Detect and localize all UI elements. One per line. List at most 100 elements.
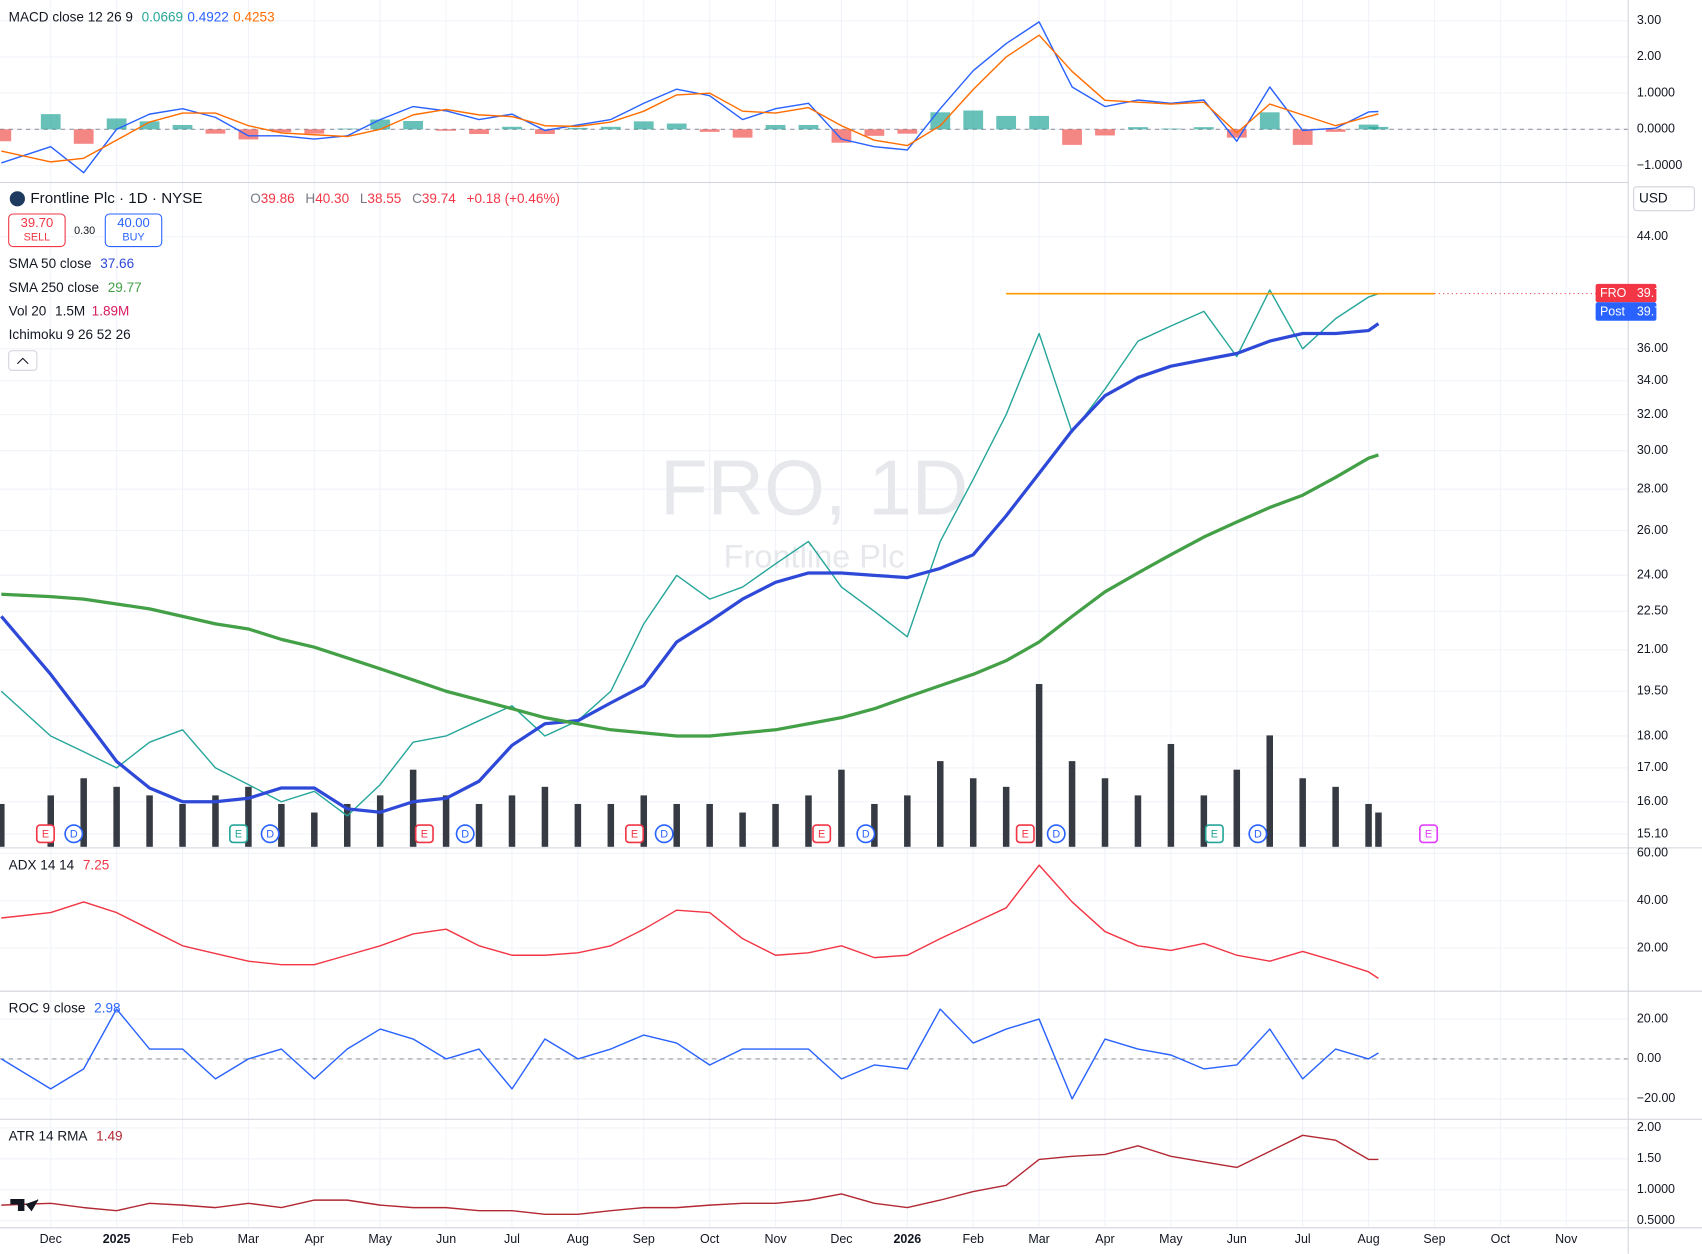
volume-bar — [475, 803, 483, 847]
sell-button[interactable] — [8, 213, 66, 248]
legend-value: 0.0669 — [142, 9, 183, 24]
y-tick-label: 0.00 — [1637, 1051, 1661, 1065]
histogram-bar — [0, 129, 12, 142]
volume-bar — [1101, 778, 1109, 847]
volume-bar — [1299, 778, 1306, 847]
y-tick-label: −20.00 — [1637, 1091, 1676, 1105]
legend-entry: SMA 250 close 29.77 — [9, 279, 142, 294]
volume-bar — [1375, 812, 1382, 847]
y-tick-label: 1.0000 — [1637, 85, 1675, 99]
volume-bar — [838, 769, 845, 847]
collapse-button[interactable] — [8, 350, 38, 371]
legend-value: 0.4253 — [233, 9, 274, 24]
event-label: D — [660, 829, 668, 841]
symbol-logo — [9, 191, 25, 207]
histogram-bar — [1325, 129, 1346, 132]
x-tick-label: Dec — [830, 1232, 852, 1246]
legend-value: 1.49 — [96, 1128, 122, 1143]
event-marker — [455, 824, 475, 844]
volume-bar — [0, 803, 5, 847]
histogram-bar — [469, 129, 489, 135]
event-label: E — [1022, 829, 1029, 841]
post-tag-name: Post — [1600, 304, 1625, 318]
pane-legend: ROC 9 close 2.98 — [9, 1000, 121, 1015]
ohlc-value: 39.86 — [261, 190, 295, 205]
watermark: FRO, 1D — [660, 444, 968, 532]
x-tick-label: Jun — [1227, 1232, 1247, 1246]
x-tick-label: Feb — [962, 1232, 984, 1246]
legend-name: SMA 250 close — [9, 279, 99, 294]
histogram-bar — [1062, 129, 1082, 145]
x-tick-label: Oct — [700, 1232, 720, 1246]
sell-label: SELL — [24, 232, 51, 244]
ohlc-label: C — [412, 190, 422, 205]
event-marker — [812, 824, 832, 844]
volume-bar — [1365, 803, 1372, 847]
series-line — [1, 1134, 1379, 1216]
pane-legend: MACD close 12 26 9 0.0669 0.4922 0.4253 — [9, 9, 275, 24]
histogram-bar — [1161, 128, 1181, 130]
y-tick-label: −1.0000 — [1637, 158, 1682, 172]
buy-button[interactable] — [104, 213, 163, 248]
y-tick-label: 2.00 — [1637, 49, 1661, 63]
y-tick-label: 15.10 — [1637, 826, 1668, 840]
ichimoku-legend: Ichimoku 9 26 52 26 — [9, 327, 131, 342]
pane-legend: ATR 14 RMA 1.49 — [9, 1128, 123, 1143]
series-line — [1, 453, 1379, 738]
histogram-bar — [1292, 129, 1313, 145]
pane-title: ADX 14 14 — [9, 857, 75, 872]
symbol-title: Frontline Plc · 1D · NYSE — [30, 190, 202, 207]
ohlc-label: L — [360, 190, 368, 205]
volume-bar — [1332, 786, 1339, 847]
event-marker — [1015, 824, 1035, 844]
volume-bar — [409, 769, 417, 847]
volume-bar — [1167, 743, 1175, 847]
legend-name: SMA 50 close — [9, 255, 92, 270]
x-tick-label: Mar — [238, 1232, 259, 1246]
y-tick-label: 30.00 — [1637, 443, 1668, 457]
x-tick-label: Aug — [567, 1232, 589, 1246]
currency: USD — [1639, 190, 1668, 205]
y-tick-label: 0.5000 — [1637, 1213, 1675, 1227]
pane-title: MACD close 12 26 9 — [9, 9, 133, 24]
buy-label: BUY — [122, 232, 144, 244]
y-tick-label: 24.00 — [1637, 568, 1668, 582]
volume-bar — [1068, 761, 1076, 847]
series-line — [1, 34, 1379, 163]
volume-bar — [574, 803, 582, 847]
volume-bar — [508, 795, 516, 847]
histogram-bar — [1193, 127, 1214, 130]
event-label: E — [235, 829, 242, 841]
volume-bar — [1035, 683, 1043, 847]
legend-value: 29.77 — [108, 279, 142, 294]
volume-bar — [640, 795, 648, 847]
currency-button[interactable] — [1633, 186, 1695, 212]
histogram-bar — [1095, 129, 1115, 136]
y-tick-label: 1.0000 — [1637, 1182, 1675, 1196]
histogram-bar — [1128, 127, 1148, 130]
y-tick-label: 18.00 — [1637, 728, 1668, 742]
event-marker — [229, 824, 249, 844]
x-tick-label: 2026 — [893, 1232, 921, 1246]
symbol-info[interactable]: Frontline Plc · 1D · NYSE O39.86 H40.30 … — [30, 190, 560, 207]
event-marker — [1204, 824, 1224, 844]
event-label: D — [461, 829, 469, 841]
event-label: D — [862, 829, 870, 841]
histogram-bar — [73, 129, 94, 144]
x-tick-label: Jul — [504, 1232, 520, 1246]
post-tag-value: 39.71 — [1637, 304, 1668, 318]
histogram-bar — [304, 129, 325, 134]
ohlc-label: H — [305, 190, 315, 205]
event-label: E — [818, 829, 825, 841]
series-line — [1, 864, 1379, 979]
histogram-bar — [337, 128, 358, 130]
series-line — [1, 21, 1379, 174]
pane-title: ATR 14 RMA — [9, 1128, 89, 1143]
price-tag-value: 39.74 — [1637, 286, 1668, 300]
histogram-bar — [930, 112, 951, 130]
buy-price: 40.00 — [117, 215, 150, 230]
event-marker — [1419, 824, 1439, 844]
y-tick-label: 2.00 — [1637, 1120, 1661, 1134]
x-tick-label: Apr — [305, 1232, 324, 1246]
